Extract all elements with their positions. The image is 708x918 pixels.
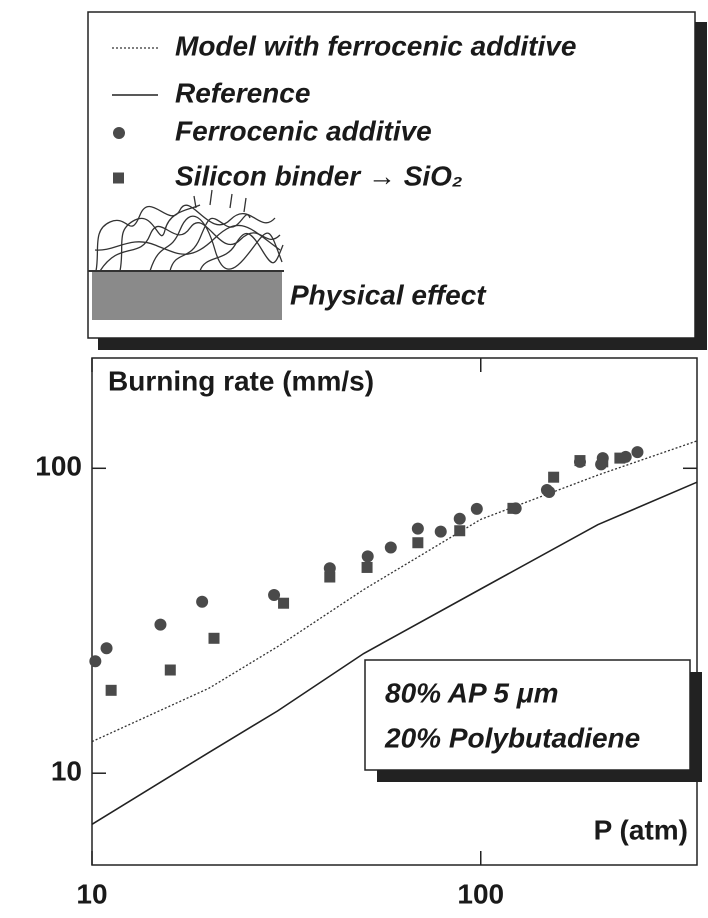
point bbox=[278, 597, 290, 609]
legend-label: Reference bbox=[175, 77, 310, 108]
legend-extra-label: Physical effect bbox=[290, 279, 487, 310]
legend-symbol bbox=[113, 127, 125, 139]
point bbox=[543, 486, 556, 499]
point bbox=[453, 512, 466, 525]
point bbox=[574, 455, 586, 467]
inset-box bbox=[364, 659, 691, 771]
plot-frame bbox=[91, 357, 698, 866]
marks bbox=[89, 440, 698, 825]
series-line bbox=[91, 481, 698, 825]
point bbox=[454, 525, 466, 537]
legend-label: Silicon binder → SiO₂ bbox=[175, 160, 463, 191]
point bbox=[154, 618, 167, 631]
series-line bbox=[91, 440, 698, 743]
y-tick-label: 10 bbox=[51, 756, 82, 787]
point bbox=[100, 642, 113, 655]
point bbox=[412, 537, 424, 549]
inset-text: 20% Polybutadiene bbox=[384, 722, 640, 753]
point bbox=[361, 561, 373, 573]
point bbox=[208, 632, 220, 644]
point bbox=[614, 452, 626, 464]
legend-label: Model with ferrocenic additive bbox=[175, 30, 576, 61]
point bbox=[361, 550, 374, 563]
point bbox=[384, 541, 397, 554]
point bbox=[507, 502, 519, 514]
point bbox=[89, 655, 102, 668]
point bbox=[434, 525, 447, 538]
y-tick-label: 100 bbox=[35, 451, 82, 482]
point bbox=[268, 589, 281, 602]
x-axis-label: P (atm) bbox=[594, 814, 688, 845]
point bbox=[105, 684, 117, 696]
x-tick-label: 100 bbox=[457, 878, 504, 909]
point bbox=[324, 571, 336, 583]
y-axis-label: Burning rate (mm/s) bbox=[108, 365, 374, 396]
point bbox=[323, 562, 336, 575]
point bbox=[631, 446, 644, 459]
point bbox=[196, 595, 209, 608]
legend-symbol bbox=[113, 172, 124, 184]
point bbox=[548, 471, 560, 483]
x-tick-label: 10 bbox=[76, 878, 107, 909]
point bbox=[411, 522, 424, 535]
inset-text: 80% AP 5 μm bbox=[385, 677, 559, 708]
schematic bbox=[88, 189, 284, 320]
legend-label: Ferrocenic additive bbox=[175, 115, 432, 146]
point bbox=[597, 456, 609, 468]
point bbox=[470, 502, 483, 515]
point bbox=[164, 664, 176, 676]
